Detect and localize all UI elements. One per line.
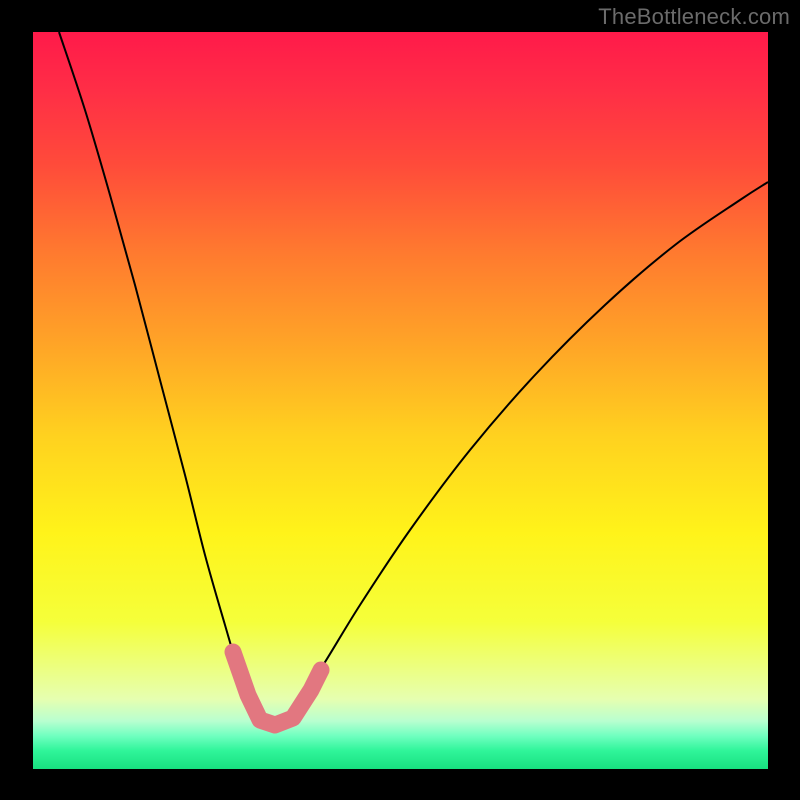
plot-gradient-area <box>33 32 768 769</box>
chart-frame: TheBottleneck.com <box>0 0 800 800</box>
watermark-text: TheBottleneck.com <box>598 4 790 30</box>
